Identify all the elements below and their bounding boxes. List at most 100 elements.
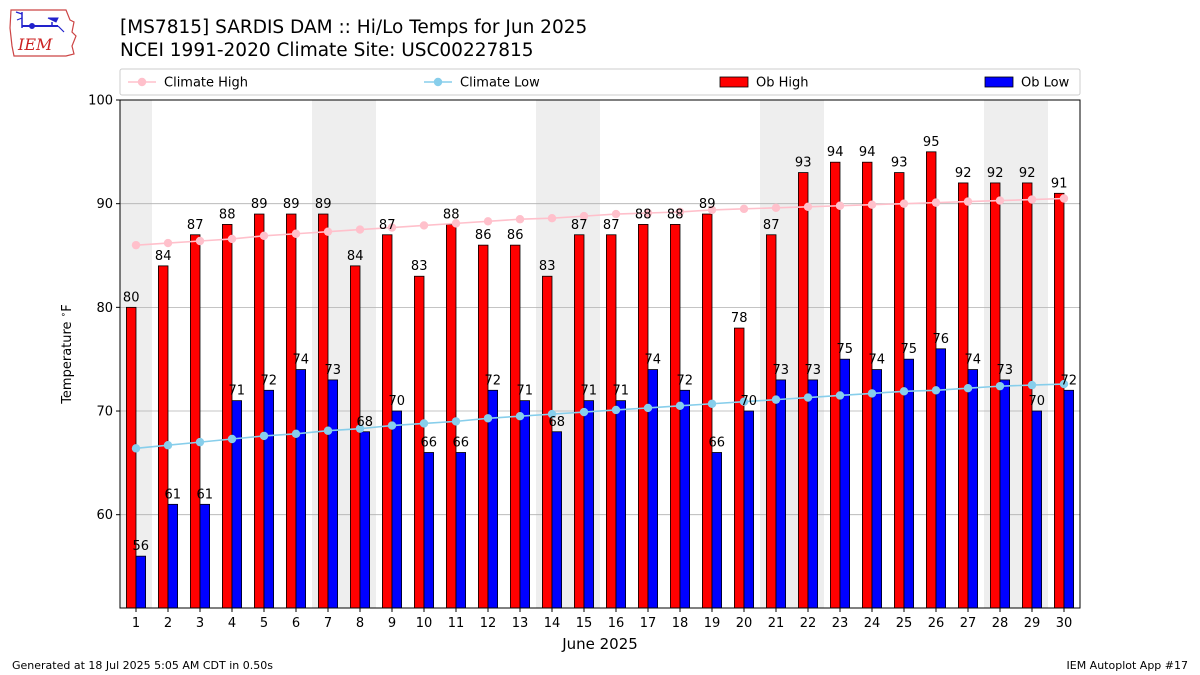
ob-low-value-label: 73 [325,363,342,378]
climate-low-point [611,405,621,415]
x-tick-label: 18 [672,616,689,631]
x-tick-label: 24 [864,616,881,631]
x-tick-label: 2 [164,616,172,631]
x-tick-label: 17 [640,616,657,631]
ob-high-bar [990,182,1001,609]
climate-high-point [995,196,1005,205]
climate-low-point [163,441,173,450]
ob-low-value-label: 74 [645,353,662,368]
x-tick-label: 25 [896,616,913,631]
ob-high-value-label: 86 [507,228,524,243]
ob-low-bar [743,410,755,609]
ob-low-bar [135,555,147,609]
x-tick-label: 8 [356,616,364,631]
climate-low-point [131,444,141,453]
ob-high-bar [638,224,649,609]
climate-low-point [931,386,941,395]
ob-high-bar [381,234,393,609]
climate-low-point [483,414,493,423]
climate-low-line [135,383,1065,450]
climate-high-line [135,197,1065,246]
climate-high-point [259,231,269,241]
ob-high-bar [477,244,489,609]
climate-high-point [1027,195,1037,204]
ob-low-value-label: 72 [485,373,502,388]
climate-high-point [835,201,845,210]
ob-low-bar [775,379,787,609]
climate-high-point [515,215,525,224]
ob-high-value-label: 89 [283,197,300,212]
y-tick-label: 80 [96,301,113,316]
ob-high-bar [542,275,553,609]
climate-low-point [1027,380,1037,390]
x-tick-label: 21 [768,616,785,631]
ob-low-bar [807,379,819,609]
ob-low-value-label: 61 [197,487,214,502]
climate-high-point [291,229,301,238]
x-axis: 1 2 3 4 5 6 7 8 9 10 11 12 13 14 15 16 17 18 19 20 21 22 23 24 2… [132,608,1072,631]
ob-high-bar [189,234,201,609]
x-tick-label: 22 [800,616,817,631]
legend-bar-swatch [719,76,749,88]
climate-low-point [259,431,269,441]
legend-label: Ob Low [1021,76,1070,91]
ob-low-bar [999,379,1011,609]
ob-low-value-label: 74 [293,353,310,368]
ob-high-bar [830,161,841,609]
climate-low-point [643,403,653,413]
ob-low-bar [167,503,179,609]
legend-item: Climate High [128,76,248,91]
ob-high-bar [157,265,169,609]
climate-high-point [579,211,589,221]
climate-low-point [707,399,717,408]
climate-low-point [195,437,205,447]
ob-low-bar [359,431,371,609]
climate-high-point [419,221,429,230]
x-tick-label: 16 [608,616,625,631]
ob-low-value-label: 74 [869,353,886,368]
ob-low-value-label: 71 [229,384,246,399]
legend-item: Climate Low [424,76,540,91]
legend-item: Ob High [719,76,809,91]
ob-low-bar [423,452,435,609]
ob-high-bar [606,234,617,609]
ob-high-bar [221,224,233,609]
ob-high-bar [509,244,521,609]
ob-low-value-label: 76 [933,332,950,347]
climate-low-point [291,429,301,439]
ob-high-value-label: 87 [571,218,588,233]
ob-low-value-label: 72 [261,373,278,388]
climate-high-point [771,203,781,213]
climate-high-point [739,204,749,214]
climate-high-point [131,240,141,250]
ob-high-value-label: 92 [1019,166,1036,181]
climate-high-point [963,197,973,206]
climate-high-point [451,219,461,228]
ob-low-bar [1063,389,1075,609]
x-tick-label: 20 [736,616,753,631]
ob-high-bar [958,182,969,609]
x-tick-label: 13 [512,616,529,631]
climate-high-point [675,207,685,217]
bars [126,151,1075,609]
ob-high-value-label: 88 [667,207,684,222]
ob-high-value-label: 93 [795,156,812,171]
logo-text: IEM [17,35,53,54]
climate-low-point [1059,379,1069,389]
climate-low-point [899,387,909,396]
climate-high-point [195,236,205,246]
ob-high-value-label: 88 [219,207,236,222]
climate-low-point [963,384,973,393]
climate-lines [131,194,1069,453]
x-tick-label: 4 [228,616,236,631]
legend-item: Ob Low [984,76,1070,91]
ob-high-value-label: 91 [1051,176,1068,191]
ob-high-value-label: 83 [539,259,556,274]
ob-high-bar [734,327,745,609]
climate-high-point [707,205,717,215]
ob-low-bar [231,400,243,609]
ob-high-bar [285,213,297,609]
ob-high-value-label: 94 [859,145,876,160]
ob-low-value-label: 72 [677,373,694,388]
ob-high-bar [702,213,713,609]
